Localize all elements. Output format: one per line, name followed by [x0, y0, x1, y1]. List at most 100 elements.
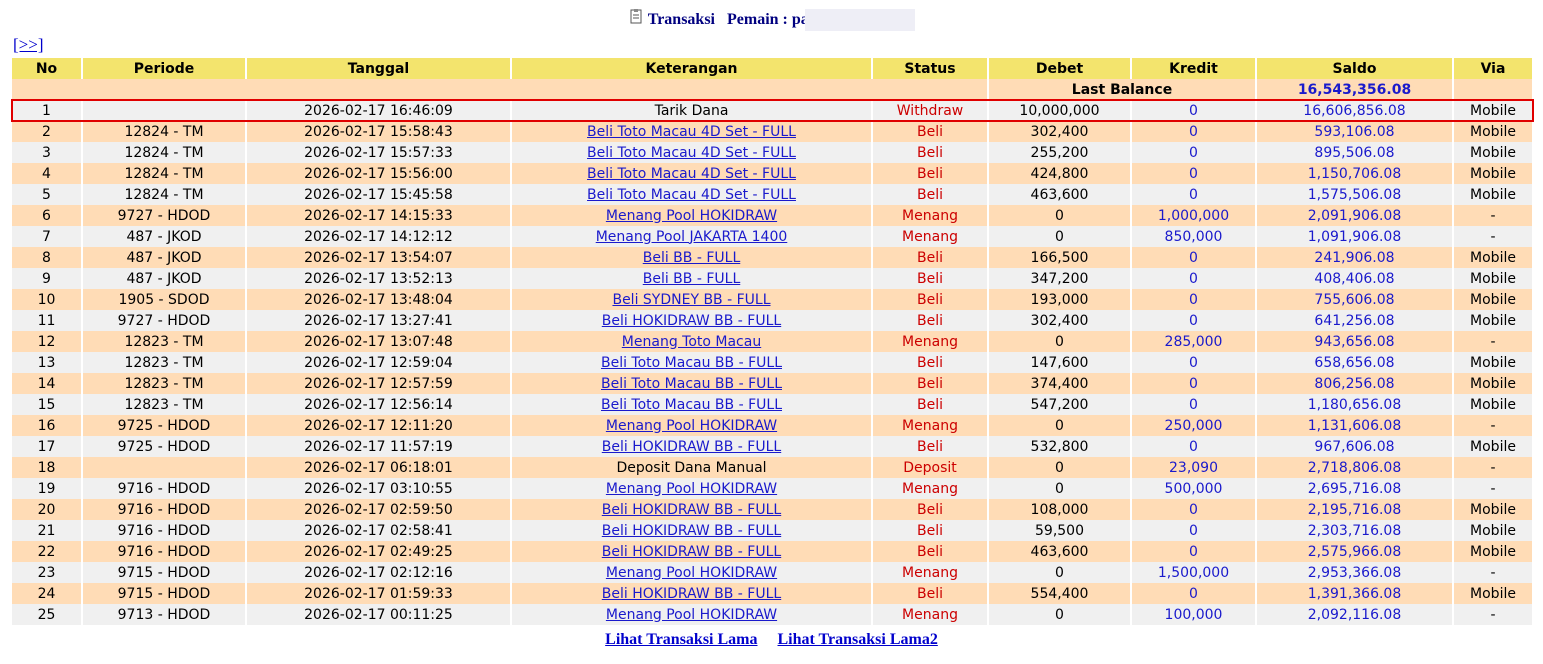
cell: Mobile [1453, 394, 1534, 415]
cell: - [1453, 562, 1534, 583]
cell: Mobile [1453, 373, 1534, 394]
cell: 0 [1131, 100, 1257, 121]
row: 13 12823 - TM 2026-02-17 12:59:04 Beli Toto… [12, 352, 1534, 373]
cell: Beli Toto Macau BB - FULL [511, 394, 873, 415]
cell: 12 [12, 331, 83, 352]
cell: 10 [12, 289, 83, 310]
cell: Beli Toto Macau 4D Set - FULL [511, 142, 873, 163]
cell: Beli Toto Macau BB - FULL [511, 373, 873, 394]
cell: 2026-02-17 12:57:59 [246, 373, 512, 394]
cell: 10,000,000 [988, 100, 1132, 121]
description-link[interactable]: Menang Pool HOKIDRAW [605, 417, 778, 434]
description-link[interactable]: Beli BB - FULL [642, 249, 741, 266]
cell: 12824 - TM [82, 163, 247, 184]
description-link[interactable]: Menang Pool HOKIDRAW [605, 207, 778, 224]
cell: - [1453, 331, 1534, 352]
cell: 2,303,716.08 [1256, 520, 1454, 541]
cell: 1,575,506.08 [1256, 184, 1454, 205]
column-header: Kredit [1131, 58, 1257, 79]
cell: Deposit [872, 457, 989, 478]
description-link[interactable]: Menang Pool HOKIDRAW [605, 480, 778, 497]
cell: 2026-02-17 06:18:01 [246, 457, 512, 478]
cell: 2,695,716.08 [1256, 478, 1454, 499]
nav-link[interactable]: [>>] [13, 35, 44, 54]
column-header: No [12, 58, 83, 79]
row: 11 9727 - HDOD 2026-02-17 13:27:41 Beli HOK… [12, 310, 1534, 331]
cell: 9716 - HDOD [82, 478, 247, 499]
description-link[interactable]: Beli HOKIDRAW BB - FULL [601, 501, 782, 518]
cell: Beli [872, 142, 989, 163]
cell: 2026-02-17 16:46:09 [246, 100, 512, 121]
cell: Beli [872, 499, 989, 520]
footer: Lihat Transaksi Lama Lihat Transaksi Lama… [0, 631, 1543, 649]
description-link[interactable]: Beli Toto Macau BB - FULL [600, 354, 782, 371]
cell: Mobile [1453, 163, 1534, 184]
cell: 0 [1131, 268, 1257, 289]
description-link[interactable]: Menang Pool HOKIDRAW [605, 606, 778, 623]
cell: Beli [872, 289, 989, 310]
cell: 241,906.08 [1256, 247, 1454, 268]
cell: 25 [12, 604, 83, 625]
cell: 0 [988, 478, 1132, 499]
cell: 302,400 [988, 121, 1132, 142]
column-header: Tanggal [246, 58, 512, 79]
cell: Menang Pool JAKARTA 1400 [511, 226, 873, 247]
description-link[interactable]: Beli HOKIDRAW BB - FULL [601, 438, 782, 455]
description-link[interactable]: Beli HOKIDRAW BB - FULL [601, 312, 782, 329]
cell [1453, 79, 1534, 100]
description-link[interactable]: Beli BB - FULL [642, 270, 741, 287]
row: 2 12824 - TM 2026-02-17 15:58:43 Beli Toto … [12, 121, 1534, 142]
cell: 2026-02-17 13:52:13 [246, 268, 512, 289]
description-link[interactable]: Beli Toto Macau 4D Set - FULL [587, 165, 796, 182]
cell: 59,500 [988, 520, 1132, 541]
cell: 12823 - TM [82, 331, 247, 352]
cell: 0 [1131, 352, 1257, 373]
cell: Menang [872, 226, 989, 247]
cell: 0 [1131, 394, 1257, 415]
description-link[interactable]: Beli Toto Macau 4D Set - FULL [587, 144, 796, 161]
description-link[interactable]: Menang Toto Macau [621, 333, 762, 350]
cell: 285,000 [1131, 331, 1257, 352]
cell: 9 [12, 268, 83, 289]
column-header: Via [1453, 58, 1534, 79]
cell: 347,200 [988, 268, 1132, 289]
description-link[interactable]: Beli HOKIDRAW BB - FULL [601, 522, 782, 539]
row: 22 9716 - HDOD 2026-02-17 02:49:25 Beli HOK… [12, 541, 1534, 562]
cell: 0 [1131, 499, 1257, 520]
cell: 100,000 [1131, 604, 1257, 625]
cell: 17 [12, 436, 83, 457]
cell: 0 [1131, 184, 1257, 205]
cell: 487 - JKOD [82, 226, 247, 247]
cell: 13 [12, 352, 83, 373]
cell: 755,606.08 [1256, 289, 1454, 310]
footer-link[interactable]: Lihat Transaksi Lama2 [777, 631, 938, 648]
cell: 2026-02-17 12:56:14 [246, 394, 512, 415]
cell: Withdraw [872, 100, 989, 121]
description-link[interactable]: Beli HOKIDRAW BB - FULL [601, 585, 782, 602]
row: 19 9716 - HDOD 2026-02-17 03:10:55 Menang P… [12, 478, 1534, 499]
description-link[interactable]: Beli HOKIDRAW BB - FULL [601, 543, 782, 560]
description-link[interactable]: Menang Pool JAKARTA 1400 [595, 228, 788, 245]
cell: Beli [872, 436, 989, 457]
description-link[interactable]: Beli Toto Macau 4D Set - FULL [587, 186, 796, 203]
cell: 12824 - TM [82, 142, 247, 163]
row: 12 12823 - TM 2026-02-17 13:07:48 Menang To… [12, 331, 1534, 352]
cell: 374,400 [988, 373, 1132, 394]
description-link[interactable]: Beli Toto Macau BB - FULL [600, 396, 782, 413]
cell: 2026-02-17 14:15:33 [246, 205, 512, 226]
transactions-table: No Periode Tanggal Keterangan Status Debet Kre… [11, 58, 1534, 625]
cell: Mobile [1453, 352, 1534, 373]
cell: 0 [1131, 163, 1257, 184]
cell: Beli BB - FULL [511, 268, 873, 289]
description-link[interactable]: Beli Toto Macau 4D Set - FULL [587, 123, 796, 140]
cell: 1,150,706.08 [1256, 163, 1454, 184]
description-link[interactable]: Beli SYDNEY BB - FULL [612, 291, 771, 308]
cell: Menang Pool HOKIDRAW [511, 205, 873, 226]
cell: 9716 - HDOD [82, 541, 247, 562]
last-balance-label: Last Balance [988, 79, 1257, 100]
description-link[interactable]: Beli Toto Macau BB - FULL [600, 375, 782, 392]
cell: 2026-02-17 03:10:55 [246, 478, 512, 499]
description-link[interactable]: Menang Pool HOKIDRAW [605, 564, 778, 581]
footer-link[interactable]: Lihat Transaksi Lama [605, 631, 758, 648]
cell: Mobile [1453, 436, 1534, 457]
